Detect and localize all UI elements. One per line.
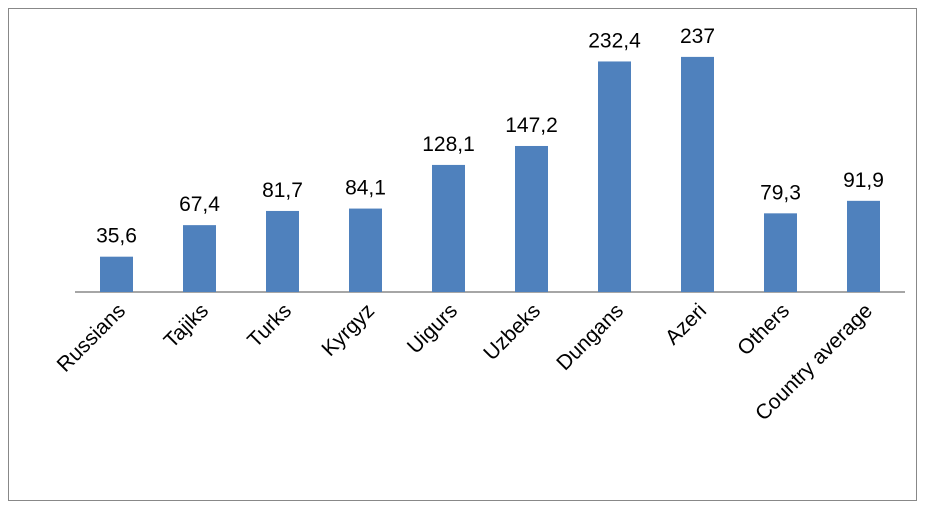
bar (681, 56, 714, 293)
bar (764, 213, 797, 292)
bar (266, 210, 299, 292)
data-label: 79,3 (760, 181, 801, 204)
bar (349, 208, 382, 292)
bar (100, 256, 133, 292)
data-label: 91,9 (843, 169, 884, 192)
data-label: 128,1 (422, 133, 475, 156)
data-label: 237 (680, 25, 715, 48)
bar (598, 61, 631, 293)
bar (847, 200, 880, 292)
bar (432, 164, 465, 292)
data-label: 232,4 (588, 29, 641, 52)
data-label: 147,2 (505, 114, 558, 137)
data-label: 84,1 (345, 177, 386, 200)
bar (515, 145, 548, 292)
data-label: 81,7 (262, 179, 303, 202)
data-label: 35,6 (96, 225, 137, 248)
bar (183, 225, 216, 292)
data-label: 67,4 (179, 193, 220, 216)
